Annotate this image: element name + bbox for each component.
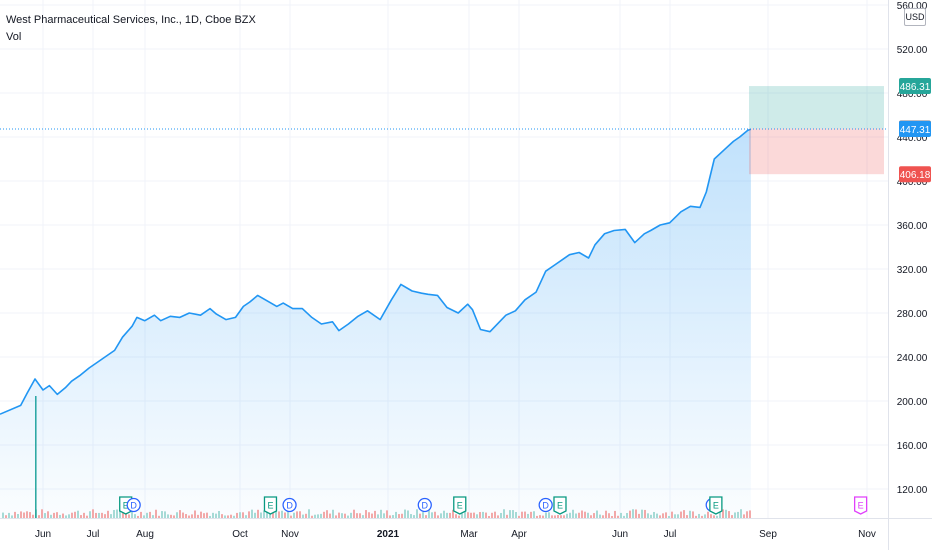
volume-legend[interactable]: Vol	[6, 31, 22, 43]
dividend-event-icon[interactable]	[282, 497, 297, 513]
y-tick-label: 400.00	[897, 177, 928, 188]
earnings-event-icon[interactable]	[709, 496, 723, 515]
event-letter: E	[267, 501, 273, 511]
event-letter: E	[457, 501, 463, 511]
x-tick-label: Oct	[232, 529, 248, 540]
dividend-event-icon[interactable]	[538, 497, 553, 513]
target-price-badge-label: 486.31	[900, 82, 931, 93]
y-tick-label: 200.00	[897, 397, 928, 408]
dividend-event-icon[interactable]	[126, 497, 141, 513]
event-letter: E	[713, 501, 719, 511]
target-price-badge[interactable]	[899, 78, 931, 95]
event-letter: D	[130, 501, 137, 511]
event-letter: E	[557, 501, 563, 511]
event-letter: D	[542, 501, 549, 511]
x-tick-label: Aug	[136, 529, 154, 540]
event-letter: E	[123, 501, 129, 511]
y-tick-label: 240.00	[897, 353, 928, 364]
earnings-event-icon[interactable]	[553, 496, 567, 515]
event-letter: E	[858, 501, 864, 511]
event-letter: D	[286, 501, 293, 511]
x-tick-label: Jun	[612, 529, 628, 540]
y-tick-label: 560.00	[897, 1, 928, 12]
x-tick-label: 2021	[377, 529, 400, 540]
y-tick-label: 520.00	[897, 45, 928, 56]
y-tick-label: 160.00	[897, 441, 928, 452]
x-tick-label: Nov	[281, 529, 299, 540]
x-tick-label: Jul	[87, 529, 100, 540]
x-tick-label: Apr	[511, 529, 527, 540]
event-letter: D	[422, 501, 429, 511]
symbol-legend[interactable]: West Pharmaceutical Services, Inc., 1D, …	[6, 14, 256, 26]
x-tick-label: Jun	[35, 529, 51, 540]
x-tick-label: Nov	[858, 529, 876, 540]
x-tick-label: Sep	[759, 529, 777, 540]
x-tick-label: Mar	[460, 529, 478, 540]
earnings-event-icon[interactable]	[853, 496, 868, 515]
current-price-badge[interactable]	[899, 120, 931, 137]
x-tick-label: Jul	[664, 529, 677, 540]
y-tick-label: 440.00	[897, 133, 928, 144]
price-line[interactable]	[0, 128, 752, 415]
currency-button[interactable]: USD	[904, 8, 926, 26]
y-tick-label: 480.00	[897, 89, 928, 100]
earnings-event-icon[interactable]	[453, 496, 467, 515]
stop-price-badge-label: 406.18	[900, 170, 931, 181]
y-tick-label: 120.00	[897, 485, 928, 496]
target-zone[interactable]	[749, 86, 884, 129]
earnings-event-icon[interactable]	[263, 496, 278, 515]
price-area-fill	[0, 129, 751, 519]
stop-price-badge[interactable]	[899, 166, 931, 183]
current-price-badge-label: 447.31	[900, 125, 931, 136]
y-tick-label: 360.00	[897, 221, 928, 232]
y-tick-label: 320.00	[897, 265, 928, 276]
stop-zone[interactable]	[749, 128, 884, 175]
y-tick-label: 280.00	[897, 309, 928, 320]
dividend-event-icon[interactable]	[417, 497, 432, 513]
